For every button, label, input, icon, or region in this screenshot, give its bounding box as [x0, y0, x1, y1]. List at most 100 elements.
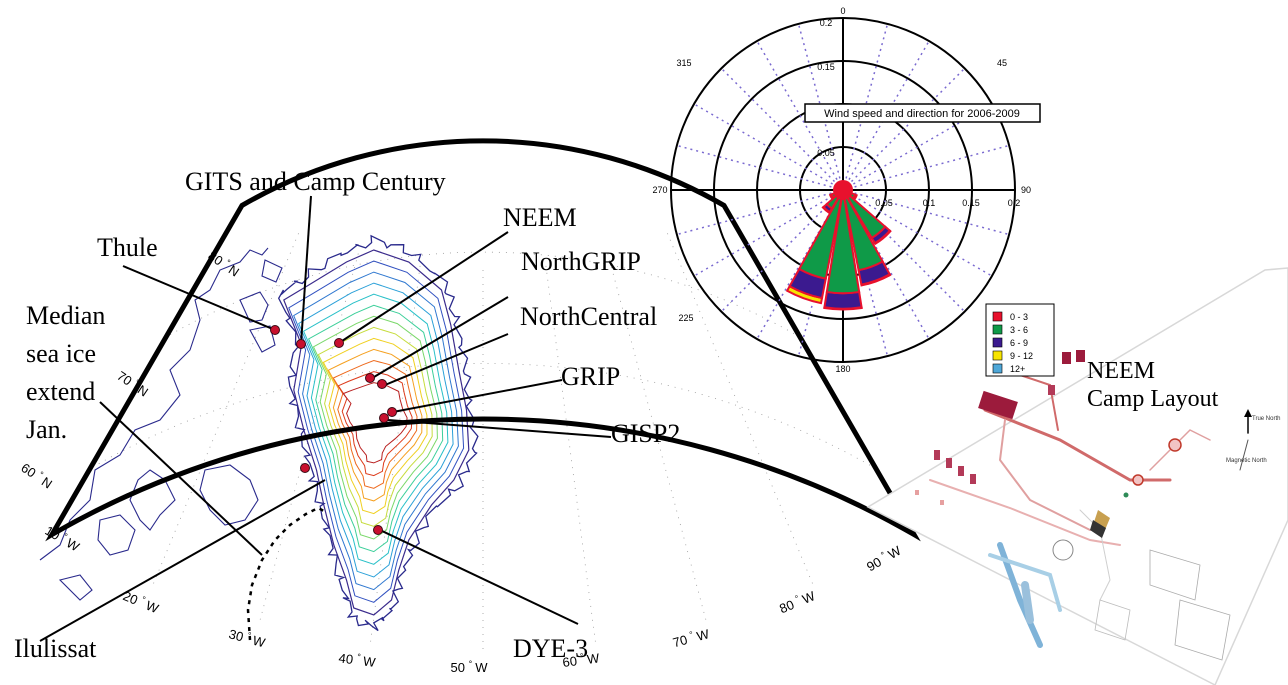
label-gisp2: GISP2	[611, 419, 680, 448]
camp-map-sheet	[866, 267, 1288, 685]
direction-label-180: 180	[835, 364, 850, 374]
greenland-coastline	[277, 234, 479, 632]
label-ilulissat: Ilulissat	[14, 634, 97, 663]
site-marker-northgrip	[365, 373, 375, 383]
spoke-135	[842, 189, 966, 313]
lat-label-60: 60 °N	[18, 459, 55, 491]
lon-label-20: 20 °W	[121, 587, 162, 616]
contour-12	[342, 382, 408, 464]
meridian-40	[370, 265, 421, 643]
legend-label: 6 - 9	[1010, 338, 1028, 348]
lon-label-30: 30 °W	[227, 625, 268, 650]
direction-label-90: 90	[1021, 185, 1031, 195]
radial-label-h-0.15: 0.15	[962, 198, 980, 208]
label-dye3: DYE-3	[513, 634, 588, 663]
petal-180-6-9	[823, 290, 863, 310]
direction-label-225: 225	[678, 313, 693, 323]
leader-line	[379, 529, 579, 625]
wind-speed-legend: 0 - 3 3 - 6 6 - 9 9 - 12 12+	[985, 303, 1055, 377]
site-marker-gisp2	[379, 413, 389, 423]
sea-ice-extent-line	[246, 506, 327, 641]
true-north-label: True North	[1252, 416, 1280, 422]
legend-label: 9 - 12	[1010, 351, 1033, 361]
contour-9	[327, 348, 423, 502]
radial-label-v-0.05: 0.05	[817, 148, 835, 158]
lon-label-50: 50 ° W	[451, 659, 489, 675]
label-neem: NEEM	[503, 203, 577, 232]
meridian-60	[545, 265, 596, 643]
label-northgrip: NorthGRIP	[521, 247, 641, 276]
contour-10	[332, 359, 418, 489]
wind-rose: 045901351802252703150.20.150.10.050.050.…	[652, 6, 1041, 374]
leader-line	[387, 419, 612, 438]
lon-label-90: 90 °W	[863, 542, 904, 575]
legend-label: 3 - 6	[1010, 325, 1028, 335]
camp-map-drawing: True North Magnetic North	[915, 350, 1280, 661]
parallel-60	[89, 362, 877, 470]
site-marker-neem	[334, 338, 344, 348]
latitude-labels: 80 °N 70 °N 60 °N	[18, 248, 242, 492]
leader-line	[373, 296, 509, 378]
radial-label-v-0.2: 0.2	[820, 18, 833, 28]
longitude-labels: 90 °W 80 °W 70 °W 60 ° W 50 ° W 40 °W 30 °W 20 °W…	[42, 523, 904, 675]
spoke-240	[693, 189, 844, 277]
spoke-255	[676, 189, 844, 236]
wind-rose-title-box	[804, 103, 1041, 123]
leader-line	[39, 479, 326, 642]
ice-elevation-contours	[283, 249, 470, 616]
spoke-225	[720, 189, 844, 313]
lon-label-60: 60 ° W	[561, 649, 600, 670]
radial-label-h-0.05: 0.05	[875, 198, 893, 208]
camp-title-neem: NEEM	[1087, 358, 1155, 384]
label-thule: Thule	[97, 233, 158, 262]
calm-center	[833, 180, 853, 200]
direction-label-315: 315	[676, 58, 691, 68]
legend-swatch	[992, 350, 1003, 361]
spoke-60	[842, 103, 993, 191]
leader-line	[122, 265, 276, 331]
direction-label-45: 45	[997, 58, 1007, 68]
spoke-210	[756, 189, 844, 340]
contour-4	[302, 293, 449, 565]
label-seaice-4: Jan.	[26, 415, 67, 444]
label-grip: GRIP	[561, 362, 620, 391]
contour-5	[307, 304, 444, 553]
site-markers	[270, 325, 397, 535]
contour-2	[293, 271, 459, 591]
spoke-120	[842, 189, 993, 277]
contour-3	[298, 282, 454, 578]
direction-label-270: 270	[652, 185, 667, 195]
spoke-75	[842, 144, 1010, 191]
contour-8	[322, 337, 428, 515]
camp-title-layout: Camp Layout	[1087, 386, 1219, 412]
canada-coastline	[39, 247, 283, 601]
direction-label-0: 0	[840, 6, 845, 16]
site-marker-thule	[270, 325, 280, 335]
site-marker-ilulissat	[300, 463, 310, 473]
radial-label-h-0.2: 0.2	[1008, 198, 1021, 208]
legend-swatch	[992, 311, 1003, 322]
legend-label: 12+	[1010, 364, 1025, 374]
spoke-300	[693, 103, 844, 191]
label-leader-lines	[39, 195, 612, 642]
label-gits: GITS and Camp Century	[185, 167, 446, 196]
radial-label-h-0.1: 0.1	[923, 198, 936, 208]
meridian-20	[152, 233, 299, 585]
radial-label-v-0.15: 0.15	[817, 62, 835, 72]
leader-line	[384, 333, 509, 386]
lon-label-80: 80 °W	[777, 587, 818, 616]
label-seaice-1: Median	[26, 301, 105, 330]
spoke-285	[676, 144, 844, 191]
lon-label-40: 40 °W	[338, 649, 377, 670]
legend-label: 0 - 3	[1010, 312, 1028, 322]
legend-swatch	[992, 337, 1003, 348]
contour-6	[312, 315, 438, 540]
label-seaice-2: sea ice	[26, 339, 96, 368]
spoke-45	[842, 67, 966, 191]
contour-7	[317, 326, 433, 527]
lon-label-70: 70 °W	[671, 625, 712, 650]
leader-line	[99, 401, 263, 556]
spoke-105	[842, 189, 1010, 236]
